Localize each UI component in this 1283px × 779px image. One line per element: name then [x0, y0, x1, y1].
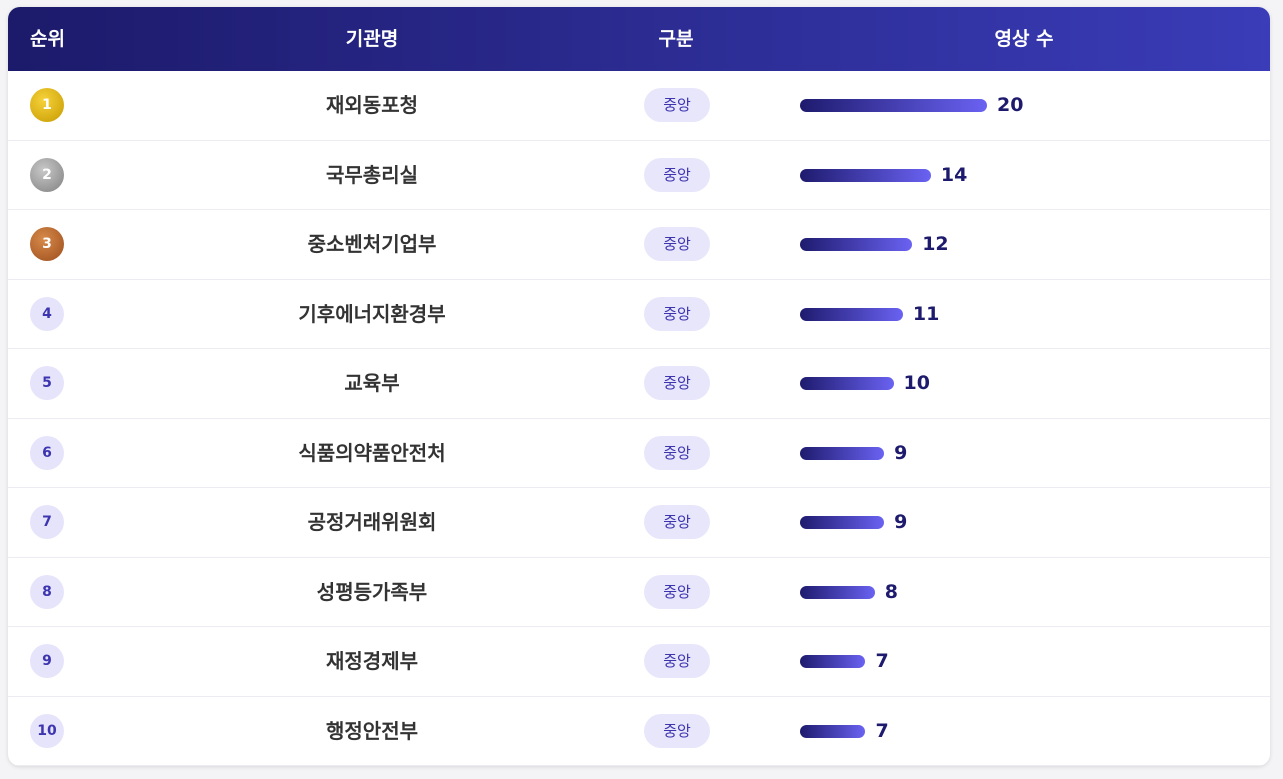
- count-bar: [800, 307, 903, 321]
- count-bar: [800, 446, 885, 460]
- table-row: 6 식품의약품안전처 중앙 9: [8, 419, 1270, 488]
- agency-name: 국무총리실: [326, 162, 418, 187]
- type-badge: 중앙: [644, 435, 710, 470]
- count-value: 11: [912, 302, 940, 325]
- count-value: 7: [875, 650, 889, 672]
- table-row: 3 중소벤처기업부 중앙 12: [8, 210, 1270, 280]
- rank-badge: 7: [30, 505, 64, 539]
- rank-badge: 5: [30, 366, 64, 400]
- header-name: 기관명: [345, 28, 399, 50]
- agency-name: 재정경제부: [326, 649, 418, 673]
- count-bar: [800, 99, 987, 112]
- count-bar: [800, 377, 894, 390]
- table-row: 2 국무총리실 중앙 14: [8, 141, 1270, 210]
- type-badge: 중앙: [644, 227, 710, 261]
- count-bar: [800, 168, 931, 182]
- type-badge: 중앙: [644, 644, 710, 678]
- count-value: 8: [884, 580, 899, 603]
- count-value: 14: [940, 163, 968, 186]
- count-value: 9: [894, 441, 908, 464]
- count-value: 7: [875, 719, 889, 742]
- count-value: 20: [997, 94, 1024, 116]
- agency-name: 행정안전부: [326, 718, 418, 743]
- table-row: 7 공정거래위원회 중앙 9: [8, 488, 1270, 558]
- type-badge: 중앙: [644, 713, 710, 748]
- header-type: 구분: [658, 28, 694, 50]
- table-row: 8 성평등가족부 중앙 8: [8, 558, 1270, 627]
- ranking-table: 순위 기관명 구분 영상 수 1 재외동포청 중앙 20 2 국무총리실 중앙 14 3 중소벤처…: [8, 7, 1270, 766]
- rank-badge: 6: [30, 435, 64, 470]
- header-rank: 순위: [30, 28, 65, 50]
- type-badge: 중앙: [644, 88, 710, 122]
- header-count: 영상 수: [994, 28, 1054, 50]
- rank-badge: 8: [30, 574, 64, 609]
- type-badge: 중앙: [644, 296, 710, 331]
- count-bar: [800, 655, 866, 668]
- type-badge: 중앙: [644, 505, 710, 539]
- rank-badge: 1: [30, 88, 64, 122]
- agency-name: 식품의약품안전처: [298, 440, 446, 465]
- count-bar: [800, 516, 885, 529]
- rank-badge: 4: [30, 296, 64, 331]
- rank-badge: 10: [30, 713, 64, 748]
- count-bar: [800, 585, 875, 599]
- agency-name: 중소벤처기업부: [307, 232, 437, 256]
- count-bar: [800, 724, 866, 738]
- count-bar: [800, 238, 913, 251]
- agency-name: 성평등가족부: [316, 579, 428, 604]
- count-value: 10: [903, 372, 930, 394]
- table-row: 4 기후에너지환경부 중앙 11: [8, 280, 1270, 349]
- table-header: 순위 기관명 구분 영상 수: [8, 7, 1270, 71]
- agency-name: 공정거래위원회: [307, 510, 437, 534]
- type-badge: 중앙: [644, 157, 710, 192]
- rank-badge: 2: [30, 157, 64, 192]
- count-value: 12: [922, 233, 949, 255]
- type-badge: 중앙: [644, 366, 710, 400]
- type-badge: 중앙: [644, 574, 710, 609]
- rank-badge: 3: [30, 227, 64, 261]
- table-row: 10 행정안전부 중앙 7: [8, 697, 1270, 766]
- agency-name: 기후에너지환경부: [298, 301, 446, 326]
- agency-name: 재외동포청: [326, 93, 418, 117]
- rank-badge: 9: [30, 644, 64, 678]
- agency-name: 교육부: [344, 371, 400, 395]
- count-value: 9: [894, 511, 908, 533]
- table-row: 1 재외동포청 중앙 20: [8, 71, 1270, 141]
- table-row: 9 재정경제부 중앙 7: [8, 627, 1270, 697]
- table-row: 5 교육부 중앙 10: [8, 349, 1270, 419]
